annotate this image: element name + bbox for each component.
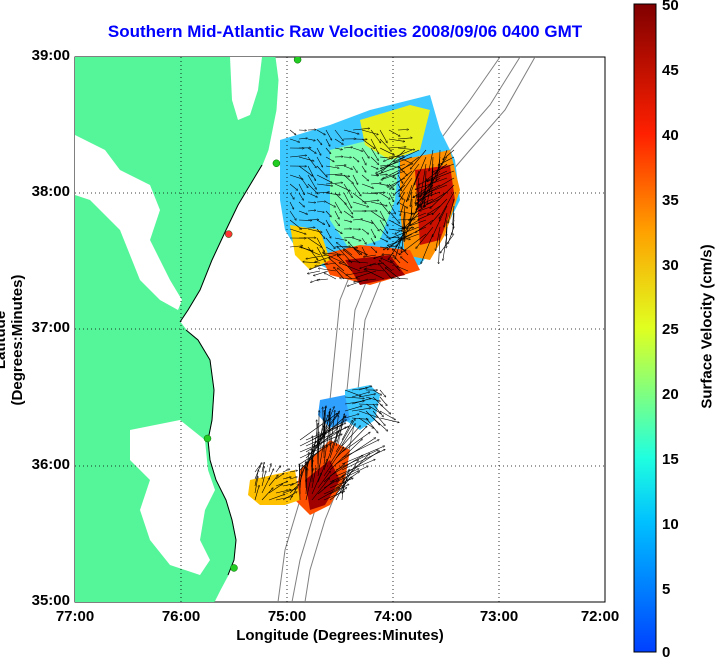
colorbar-label: Surface Velocity (cm/s)	[699, 232, 716, 422]
colorbar	[634, 4, 656, 652]
colorbar-tick: 45	[662, 62, 702, 79]
y-axis-label: Latitude (Degrees:Minutes)	[0, 245, 26, 435]
x-tick: 72:00	[570, 608, 630, 625]
x-tick: 76:00	[151, 608, 211, 625]
radar-station-marker	[204, 435, 211, 442]
x-axis-label: Longitude (Degrees:Minutes)	[190, 627, 490, 644]
radar-station-marker	[225, 231, 232, 238]
x-tick: 73:00	[469, 608, 529, 625]
y-tick: 36:00	[22, 456, 70, 473]
colorbar-tick: 25	[662, 321, 702, 338]
x-tick: 75:00	[257, 608, 317, 625]
y-tick: 39:00	[22, 47, 70, 64]
x-tick: 74:00	[363, 608, 423, 625]
colorbar-tick: 35	[662, 192, 702, 209]
colorbar-tick: 40	[662, 127, 702, 144]
y-tick: 37:00	[22, 319, 70, 336]
radar-station-marker	[231, 564, 238, 571]
colorbar-tick: 15	[662, 451, 702, 468]
colorbar-tick: 50	[662, 0, 702, 14]
colorbar-tick: 30	[662, 257, 702, 274]
colorbar-tick: 0	[662, 644, 702, 661]
x-tick: 77:00	[45, 608, 105, 625]
radar-station-marker	[273, 160, 280, 167]
y-tick: 38:00	[22, 183, 70, 200]
colorbar-tick: 10	[662, 516, 702, 533]
colorbar-tick: 5	[662, 581, 702, 598]
y-tick: 35:00	[22, 592, 70, 609]
radar-station-marker	[294, 56, 301, 63]
colorbar-tick: 20	[662, 386, 702, 403]
